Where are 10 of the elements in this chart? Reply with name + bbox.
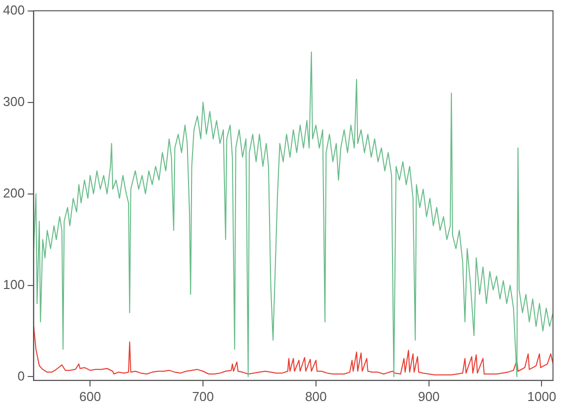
y-tick-label: 400 <box>2 2 25 18</box>
x-tick-label: 700 <box>192 388 214 404</box>
y-tick-label: 0 <box>17 368 25 384</box>
y-tick-label: 200 <box>2 185 25 200</box>
x-tick-label: 800 <box>305 388 327 404</box>
x-tick-label: 900 <box>418 388 440 404</box>
y-tick-label: 100 <box>2 276 25 292</box>
x-tick-label: 1000 <box>527 388 556 404</box>
y-tick-label: 300 <box>2 94 25 109</box>
x-tick-label: 600 <box>79 388 101 404</box>
